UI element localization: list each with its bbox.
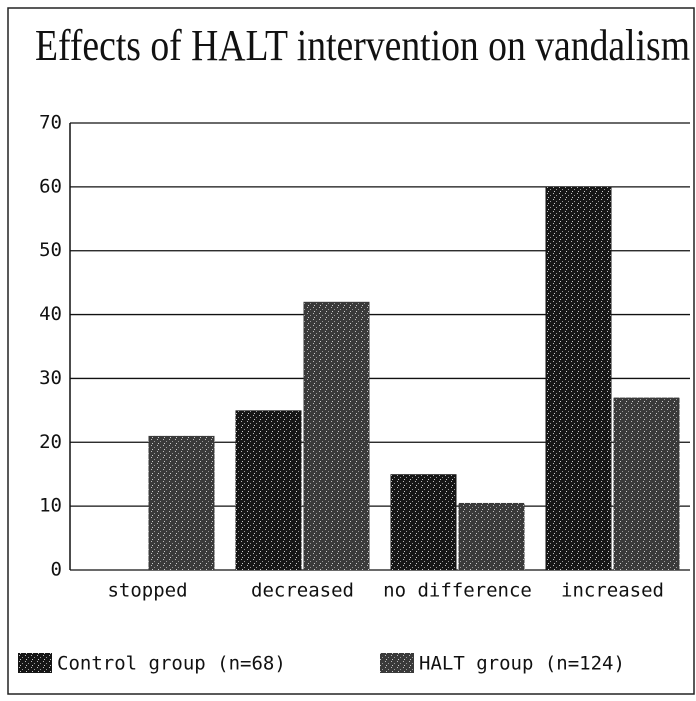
y-tick-label: 0	[51, 559, 62, 581]
y-tick-label: 20	[39, 431, 62, 453]
frame	[7, 7, 695, 695]
y-tick-label: 60	[39, 175, 62, 197]
legend-label: HALT group (n=124)	[419, 653, 625, 675]
chart-title: Effects of HALT intervention on vandalis…	[35, 21, 690, 70]
x-tick-label: increased	[561, 580, 664, 602]
bar	[613, 397, 680, 570]
x-tick-label: no difference	[383, 580, 532, 602]
x-tick-label: decreased	[251, 580, 354, 602]
bar	[303, 301, 370, 570]
legend-swatch-texture	[380, 653, 414, 673]
y-tick-label: 40	[39, 303, 62, 325]
legend-label: Control group (n=68)	[57, 653, 286, 675]
legend-swatch-texture	[18, 653, 52, 673]
y-tick-label: 50	[39, 239, 62, 261]
bar	[235, 410, 302, 570]
bar	[458, 502, 525, 570]
bar	[390, 474, 457, 570]
y-tick-label: 10	[39, 495, 62, 517]
y-tick-label: 70	[39, 112, 62, 134]
y-tick-label: 30	[39, 367, 62, 389]
x-tick-label: stopped	[107, 580, 187, 602]
bar	[545, 186, 612, 570]
bar	[148, 435, 215, 570]
